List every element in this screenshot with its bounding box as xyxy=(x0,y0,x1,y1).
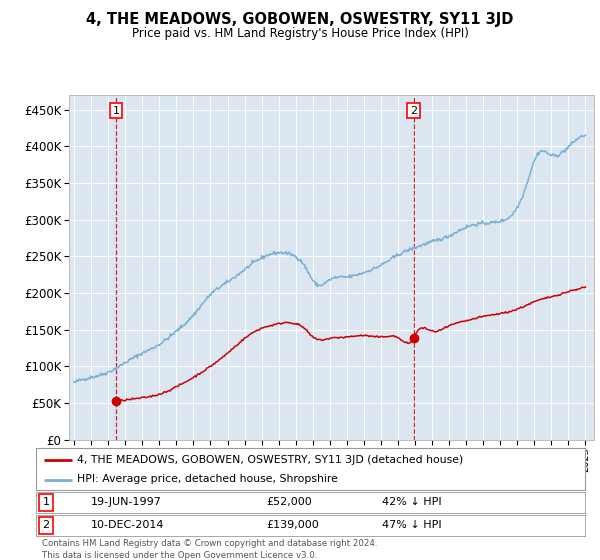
Text: 4, THE MEADOWS, GOBOWEN, OSWESTRY, SY11 3JD (detached house): 4, THE MEADOWS, GOBOWEN, OSWESTRY, SY11 … xyxy=(77,455,463,465)
Text: HPI: Average price, detached house, Shropshire: HPI: Average price, detached house, Shro… xyxy=(77,474,338,484)
Text: 2: 2 xyxy=(410,106,417,116)
Text: £139,000: £139,000 xyxy=(266,520,319,530)
Text: Price paid vs. HM Land Registry's House Price Index (HPI): Price paid vs. HM Land Registry's House … xyxy=(131,27,469,40)
Text: 2: 2 xyxy=(43,520,49,530)
Text: 4, THE MEADOWS, GOBOWEN, OSWESTRY, SY11 3JD: 4, THE MEADOWS, GOBOWEN, OSWESTRY, SY11 … xyxy=(86,12,514,27)
Text: 42% ↓ HPI: 42% ↓ HPI xyxy=(382,497,442,507)
Text: 1: 1 xyxy=(113,106,119,116)
Text: £52,000: £52,000 xyxy=(266,497,313,507)
Text: 47% ↓ HPI: 47% ↓ HPI xyxy=(382,520,442,530)
Text: Contains HM Land Registry data © Crown copyright and database right 2024.: Contains HM Land Registry data © Crown c… xyxy=(42,539,377,548)
Text: 19-JUN-1997: 19-JUN-1997 xyxy=(91,497,162,507)
Text: This data is licensed under the Open Government Licence v3.0.: This data is licensed under the Open Gov… xyxy=(42,551,317,560)
Text: 1: 1 xyxy=(43,497,49,507)
Text: 10-DEC-2014: 10-DEC-2014 xyxy=(91,520,164,530)
